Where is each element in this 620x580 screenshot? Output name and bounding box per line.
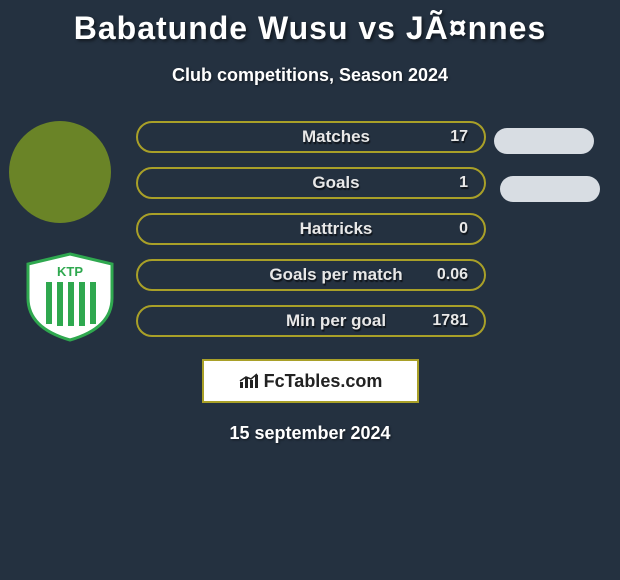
stat-value: 0 [459,220,468,238]
branding-box[interactable]: FcTables.com [202,359,419,403]
page-title: Babatunde Wusu vs JÃ¤nnes [0,0,620,47]
stat-value: 0.06 [437,266,468,284]
season-subtitle: Club competitions, Season 2024 [0,65,620,86]
opponent-pill [494,128,594,154]
stat-row-goals-per-match: Goals per match 0.06 [136,259,486,291]
stat-row-matches: Matches 17 [136,121,486,153]
club-badge: KTP [20,252,120,342]
stat-value: 17 [450,128,468,146]
stat-label: Hattricks [138,219,484,239]
stat-value: 1 [459,174,468,192]
club-badge-label: KTP [57,264,83,279]
chart-icon [238,372,260,390]
stat-label: Goals [138,173,484,193]
stat-row-goals: Goals 1 [136,167,486,199]
stat-value: 1781 [432,312,468,330]
player-avatar [9,121,111,223]
stat-label: Matches [138,127,484,147]
stat-label: Goals per match [138,265,484,285]
branding-text: FcTables.com [264,371,383,392]
opponent-pill [500,176,600,202]
stat-row-min-per-goal: Min per goal 1781 [136,305,486,337]
stat-rows: Matches 17 Goals 1 Hattricks 0 Goals per… [136,121,486,337]
date-line: 15 september 2024 [0,423,620,444]
stat-row-hattricks: Hattricks 0 [136,213,486,245]
